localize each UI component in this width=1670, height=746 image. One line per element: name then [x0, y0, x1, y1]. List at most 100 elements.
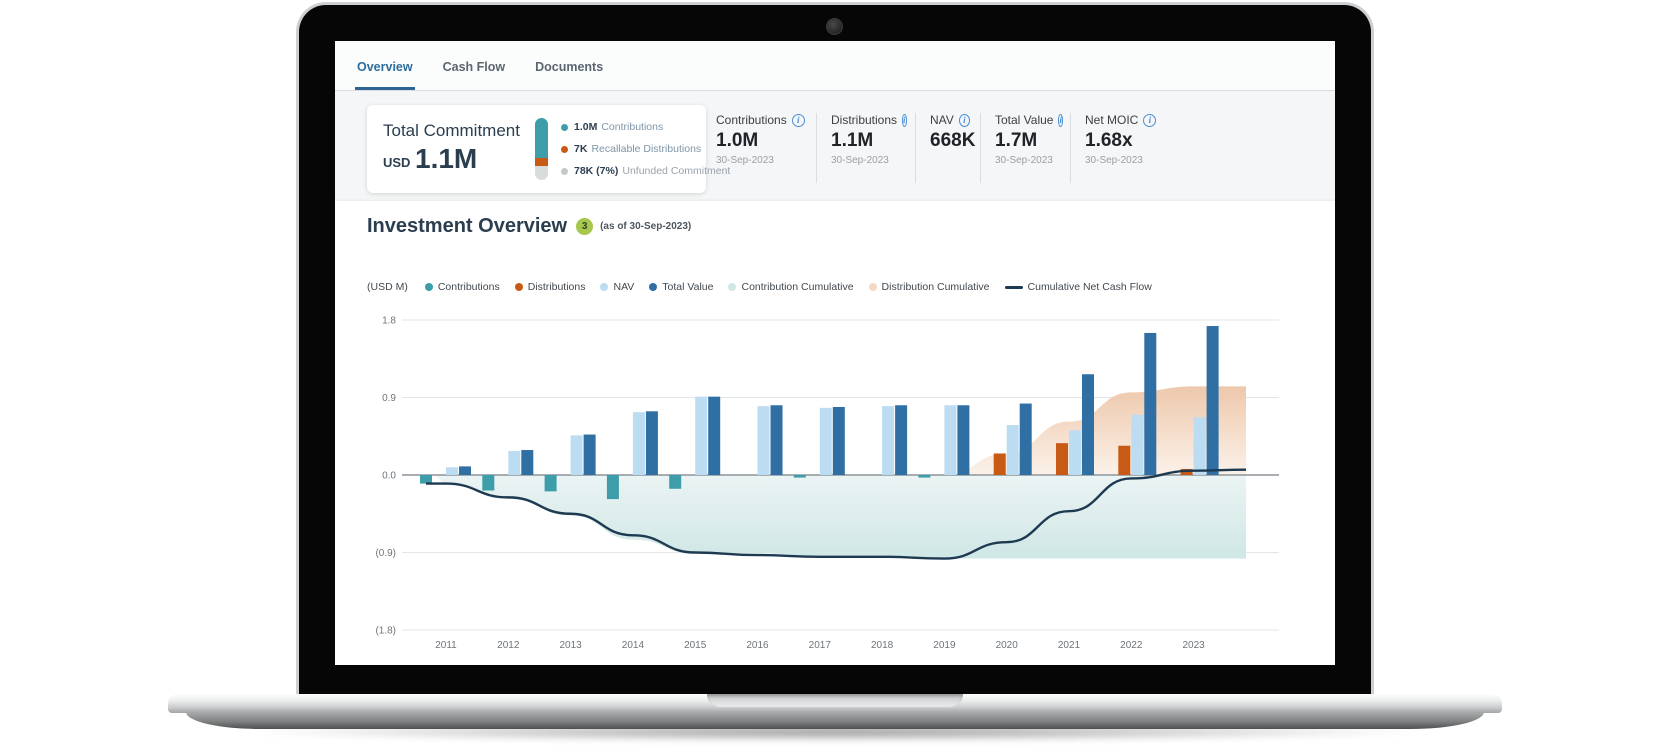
laptop-base-notch — [707, 694, 963, 707]
investment-overview-chart: 1.8 0.9 0.0 (0.9) (1.8) 2011 2012 2013 2014 2015 2… — [363, 295, 1293, 657]
chart-legend-item-contributions: Contributions — [424, 281, 500, 293]
svg-text:2013: 2013 — [559, 640, 582, 651]
kpi-label: Distributions i — [831, 113, 907, 127]
svg-text:2014: 2014 — [622, 640, 645, 651]
tab-label: Documents — [535, 60, 604, 74]
tab-bar: Overview Cash Flow Documents — [335, 41, 1335, 91]
kpi-label-text: NAV — [930, 113, 954, 127]
total-commitment-card: Total Commitment USD 1.1M 1.0M Contributi… — [367, 105, 730, 193]
gauge-segment-recallable-distributions — [535, 157, 548, 167]
kpi-date: 30-Sep-2023 — [995, 155, 1053, 166]
chart-legend-label: Distributions — [527, 281, 586, 293]
contribution-cumulative-area — [433, 475, 1246, 559]
tab-documents[interactable]: Documents — [533, 60, 605, 90]
dot-swatch-icon — [728, 283, 737, 291]
kpi-contributions: Contributions i 1.0M 30-Sep-2023 — [716, 113, 816, 183]
laptop-base-bottom — [186, 712, 1484, 729]
laptop-bezel: Overview Cash Flow Documents Total Commitm… — [296, 2, 1374, 694]
kpi-date: 30-Sep-2023 — [716, 155, 774, 166]
tab-label: Cash Flow — [442, 60, 506, 74]
kpi-net-moic: Net MOIC i 1.68x 30-Sep-2023 — [1070, 113, 1210, 183]
kpi-label: Contributions i — [716, 113, 806, 127]
kpi-value: 1.1M — [831, 130, 874, 151]
kpi-label: NAV i — [930, 113, 970, 127]
dot-swatch-icon — [600, 283, 609, 291]
chart-legend-item-cumulative-net-cash-flow: Cumulative Net Cash Flow — [1004, 281, 1152, 293]
kpi-date: 30-Sep-2023 — [831, 155, 889, 166]
cumulative-net-cash-flow-line — [426, 468, 1247, 560]
info-icon[interactable]: i — [1143, 113, 1157, 127]
dot-swatch-icon — [424, 283, 433, 291]
kpi-label: Total Value i — [995, 113, 1063, 127]
legend-label: Recallable Distributions — [591, 143, 702, 155]
line-swatch-icon — [1004, 285, 1023, 289]
legend-dot-icon — [561, 167, 568, 175]
commitment-legend-item: 7K Recallable Distributions — [561, 138, 730, 160]
commitment-legend: 1.0M Contributions 7K Recallable Distributi… — [561, 116, 730, 182]
bars-nav — [446, 396, 1206, 475]
dot-swatch-icon — [868, 283, 877, 291]
investment-overview-section: Investment Overview 3 (as of 30-Sep-2023… — [335, 201, 1335, 665]
as-of-date: (as of 30-Sep-2023) — [600, 221, 692, 232]
svg-text:2016: 2016 — [746, 640, 769, 651]
kpi-label-text: Total Value — [995, 113, 1054, 127]
svg-text:2023: 2023 — [1182, 640, 1205, 651]
svg-text:2021: 2021 — [1058, 640, 1081, 651]
gauge-segment-contributions — [535, 118, 548, 158]
x-axis-labels: 2011 2012 2013 2014 2015 2016 2017 2018 2019 2020… — [435, 640, 1205, 651]
tab-label: Overview — [357, 60, 413, 74]
svg-text:2015: 2015 — [684, 640, 707, 651]
legend-value: 7K — [574, 143, 588, 155]
svg-text:2019: 2019 — [933, 640, 956, 651]
info-icon[interactable]: i — [791, 113, 805, 127]
kpi-label-text: Contributions — [716, 113, 787, 127]
chart-legend-label: Distribution Cumulative — [881, 281, 990, 293]
kpi-label: Net MOIC i — [1085, 113, 1200, 127]
legend-dot-icon — [561, 145, 568, 153]
chart-legend-item-nav: NAV — [600, 281, 634, 293]
svg-text:0.9: 0.9 — [382, 393, 396, 404]
legend-label: Unfunded Commitment — [622, 165, 731, 177]
tab-cash-flow[interactable]: Cash Flow — [441, 60, 508, 90]
commitment-legend-item: 78K (7%) Unfunded Commitment — [561, 160, 730, 182]
section-title: Investment Overview — [367, 215, 568, 237]
dot-swatch-icon — [514, 283, 523, 291]
tab-overview[interactable]: Overview — [355, 60, 415, 90]
kpi-value: 1.7M — [995, 130, 1038, 151]
svg-text:1.8: 1.8 — [382, 316, 396, 327]
kpi-distributions: Distributions i 1.1M 30-Sep-2023 — [816, 113, 915, 183]
info-icon[interactable]: i — [958, 113, 970, 127]
chart-legend-label: Contribution Cumulative — [741, 281, 854, 293]
info-icon[interactable]: i — [1058, 113, 1063, 127]
section-header: Investment Overview 3 (as of 30-Sep-2023… — [367, 215, 691, 238]
app-window: Overview Cash Flow Documents Total Commitm… — [335, 41, 1335, 665]
currency-label: USD — [383, 155, 411, 170]
gauge-segment-unfunded-commitment — [535, 166, 548, 180]
legend-value: 78K (7%) — [574, 165, 619, 177]
chart-legend-label: Cumulative Net Cash Flow — [1027, 281, 1152, 293]
svg-text:2022: 2022 — [1120, 640, 1143, 651]
chart-legend-item-contribution-cumulative: Contribution Cumulative — [728, 281, 854, 293]
kpi-value: 668K — [930, 130, 976, 151]
chart-legend: (USD M) Contributions Distributions NAV Tot… — [367, 281, 1152, 293]
dot-swatch-icon — [649, 283, 658, 291]
svg-text:(0.9): (0.9) — [375, 548, 396, 559]
kpi-label-text: Distributions — [831, 113, 898, 127]
webcam-icon — [826, 18, 843, 35]
kpi-value: 1.68x — [1085, 130, 1133, 151]
total-commitment-value: 1.1M — [415, 143, 478, 174]
legend-dot-icon — [561, 123, 568, 131]
total-commitment-title: Total Commitment — [383, 121, 520, 140]
chart-legend-item-distribution-cumulative: Distribution Cumulative — [868, 281, 990, 293]
svg-text:(1.8): (1.8) — [375, 625, 396, 636]
chart-legend-label: Contributions — [437, 281, 500, 293]
legend-value: 1.0M — [574, 121, 598, 133]
chart-legend-label: NAV — [613, 281, 635, 293]
count-badge[interactable]: 3 — [576, 218, 594, 235]
info-icon[interactable]: i — [902, 113, 907, 127]
svg-text:2018: 2018 — [871, 640, 894, 651]
commitment-gauge — [535, 118, 548, 180]
chart-svg: 1.80.90.0(0.9)(1.8)2011 2012 2013 2014 2015 2… — [375, 316, 1279, 651]
legend-label: Contributions — [601, 121, 664, 133]
